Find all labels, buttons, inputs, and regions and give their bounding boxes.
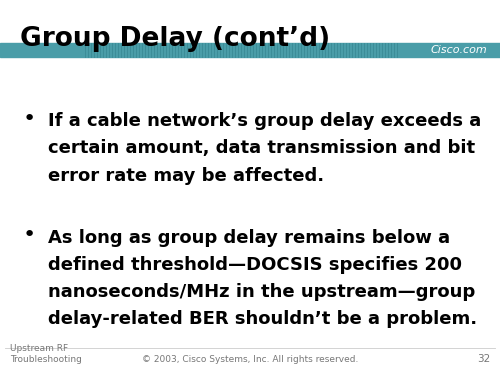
- Text: © 2003, Cisco Systems, Inc. All rights reserved.: © 2003, Cisco Systems, Inc. All rights r…: [142, 355, 358, 364]
- Text: •: •: [22, 109, 36, 129]
- Text: nanoseconds/MHz in the upstream—group: nanoseconds/MHz in the upstream—group: [48, 283, 475, 301]
- Text: defined threshold—DOCSIS specifies 200: defined threshold—DOCSIS specifies 200: [48, 256, 462, 274]
- Text: If a cable network’s group delay exceeds a: If a cable network’s group delay exceeds…: [48, 112, 481, 130]
- Text: Troubleshooting: Troubleshooting: [10, 355, 82, 364]
- Text: delay-related BER shouldn’t be a problem.: delay-related BER shouldn’t be a problem…: [48, 310, 476, 328]
- Text: •: •: [22, 225, 36, 245]
- Text: Cisco.com: Cisco.com: [431, 45, 488, 55]
- Text: certain amount, data transmission and bit: certain amount, data transmission and bi…: [48, 140, 474, 158]
- Text: Group Delay (cont’d): Group Delay (cont’d): [20, 26, 330, 53]
- Text: As long as group delay remains below a: As long as group delay remains below a: [48, 229, 450, 247]
- Text: 32: 32: [477, 354, 490, 364]
- Text: error rate may be affected.: error rate may be affected.: [48, 166, 324, 184]
- Text: Upstream RF: Upstream RF: [10, 344, 68, 353]
- Bar: [0, 43, 500, 57]
